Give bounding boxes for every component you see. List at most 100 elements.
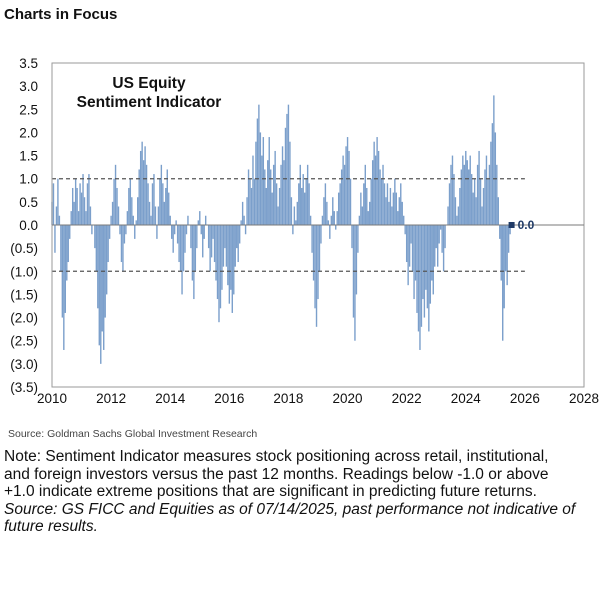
data-bar	[256, 118, 259, 225]
data-bar	[401, 201, 403, 225]
data-bar	[76, 187, 78, 225]
data-bar	[391, 206, 393, 225]
data-bar	[73, 201, 75, 225]
data-bar	[491, 123, 494, 225]
data-bar	[380, 178, 383, 225]
data-bar	[342, 155, 344, 225]
data-bar	[366, 187, 368, 225]
data-bar	[371, 160, 374, 225]
data-bar	[230, 225, 232, 290]
data-bar	[52, 183, 55, 225]
data-bar	[131, 197, 133, 225]
data-bar	[504, 225, 507, 272]
data-bar	[278, 187, 281, 225]
data-bar	[67, 225, 69, 263]
data-bar	[55, 206, 58, 225]
data-bar	[507, 225, 510, 253]
data-bar	[175, 220, 177, 225]
data-bar	[289, 141, 291, 225]
data-bar	[496, 164, 498, 225]
data-bar	[275, 183, 278, 225]
data-bar	[207, 225, 210, 249]
data-bar	[243, 215, 245, 225]
data-bar	[377, 150, 380, 225]
data-bar	[487, 178, 489, 225]
data-bar	[128, 187, 130, 225]
data-bar	[156, 225, 158, 239]
data-bar	[110, 215, 112, 225]
data-bar	[236, 225, 238, 249]
sentiment-chart: 3.5 3.0 2.5 2.0 1.5 1.0 0.5 0.0 (0.5) (1.0) (1.5) (…	[10, 56, 599, 406]
data-bar	[459, 187, 461, 225]
header-title: Charts in Focus	[4, 6, 118, 23]
data-bar	[428, 225, 430, 332]
data-bar	[89, 206, 92, 225]
data-bar	[472, 192, 474, 225]
data-bar	[271, 192, 273, 225]
data-bar	[249, 178, 251, 225]
data-bar	[277, 206, 279, 225]
data-bar	[382, 164, 384, 225]
data-bar	[336, 211, 338, 225]
data-bar	[324, 183, 327, 225]
data-bar	[172, 225, 174, 253]
data-bar	[54, 225, 56, 253]
data-bar	[490, 141, 492, 225]
data-bar	[137, 197, 139, 225]
x-tick-label: 2014	[155, 391, 186, 406]
data-bar	[58, 215, 61, 225]
data-bar	[184, 225, 186, 253]
data-bar	[252, 155, 254, 225]
data-bar	[330, 215, 333, 225]
data-bar	[346, 137, 349, 225]
data-bar	[181, 225, 183, 295]
data-bar	[176, 225, 179, 244]
data-bar	[417, 225, 420, 332]
data-bar	[441, 225, 443, 253]
y-tick-label: (3.5)	[10, 380, 38, 395]
data-bar	[240, 220, 242, 225]
y-tick-label: 0.5	[19, 195, 38, 210]
data-bar	[397, 211, 399, 225]
data-bar	[434, 225, 436, 267]
data-bar	[117, 206, 120, 225]
data-bar	[191, 225, 194, 281]
data-bar	[250, 187, 253, 225]
data-bar	[168, 192, 170, 225]
data-bar	[314, 225, 316, 309]
y-tick-label: (2.0)	[10, 311, 38, 326]
data-bar	[259, 132, 262, 225]
note-block: Note: Sentiment Indicator measures stock…	[4, 448, 604, 536]
data-bar	[290, 197, 293, 225]
data-bar	[404, 225, 406, 235]
data-bar	[438, 225, 440, 244]
data-bar	[370, 178, 372, 225]
data-bar	[503, 225, 505, 309]
data-bar	[462, 155, 464, 225]
data-bar	[509, 225, 511, 235]
data-bar	[463, 164, 466, 225]
y-tick-label: 2.0	[19, 125, 38, 140]
data-bar	[432, 225, 434, 295]
data-bar	[295, 220, 297, 225]
data-bar	[270, 169, 272, 225]
data-bar	[339, 183, 341, 225]
x-tick-label: 2010	[37, 391, 67, 406]
y-tick-label: 0.0	[19, 218, 38, 233]
data-bar	[448, 183, 451, 225]
data-bar	[436, 225, 439, 267]
data-bar	[284, 127, 287, 225]
data-bar	[351, 225, 353, 249]
data-bar	[94, 225, 96, 249]
data-bar	[63, 225, 65, 350]
data-bar	[369, 201, 371, 225]
data-bar	[224, 225, 226, 249]
data-bar	[385, 197, 387, 225]
data-bar	[450, 164, 452, 225]
data-bar	[88, 174, 90, 225]
data-bar	[122, 225, 124, 272]
data-bar	[388, 201, 390, 225]
data-bar	[484, 169, 486, 225]
data-bar	[439, 225, 442, 230]
data-bar	[142, 160, 145, 225]
